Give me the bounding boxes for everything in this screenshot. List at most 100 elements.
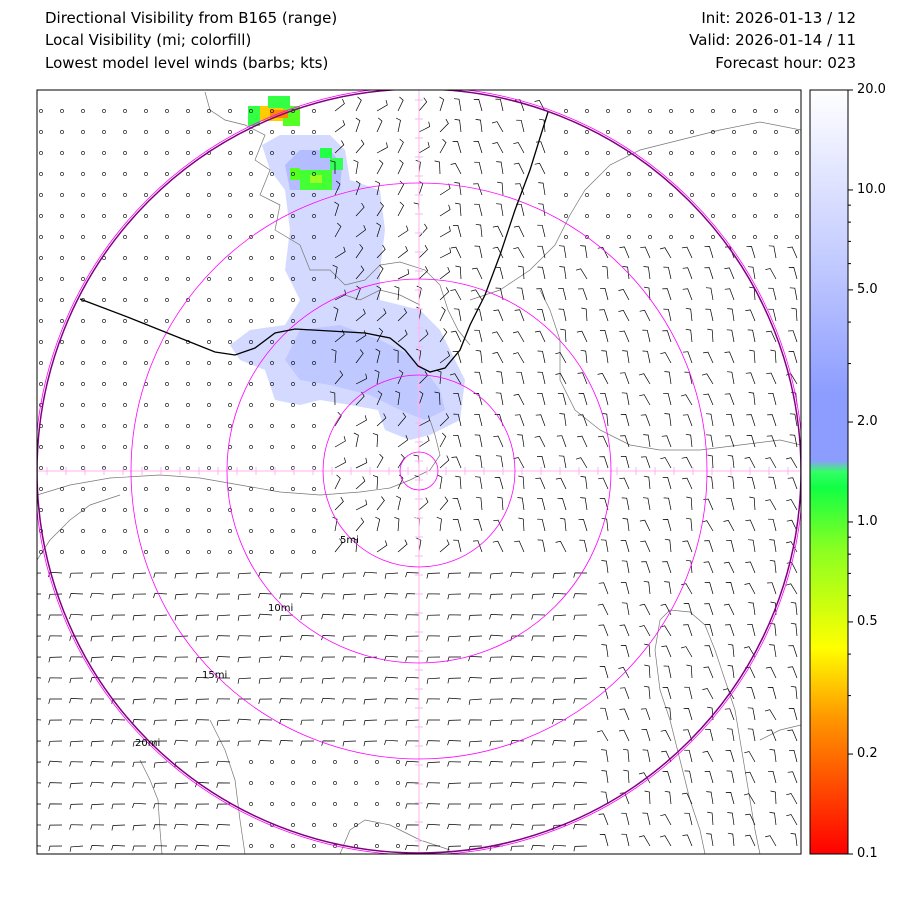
wind-barb: [174, 803, 189, 809]
wind-barb: [363, 719, 378, 726]
wind-barb: [473, 99, 483, 112]
calm-wind-marker: [270, 256, 274, 260]
wind-barb: [395, 390, 401, 406]
calm-wind-marker: [249, 382, 253, 386]
wind-barb: [321, 635, 336, 641]
wind-barb: [492, 540, 504, 553]
calm-wind-marker: [81, 256, 85, 260]
wind-barb: [489, 803, 504, 809]
calm-wind-marker: [312, 319, 316, 323]
wind-barb: [573, 824, 588, 830]
wind-barb: [132, 593, 147, 600]
wind-barb: [702, 750, 714, 763]
wind-barbs: [28, 96, 799, 872]
wind-barb: [534, 435, 546, 448]
wind-barb: [90, 635, 105, 642]
wind-barb: [727, 475, 735, 490]
wind-barb: [638, 373, 651, 385]
wind-barb: [599, 309, 609, 322]
calm-wind-marker: [249, 760, 253, 764]
wind-barb: [555, 372, 567, 385]
calm-wind-marker: [270, 319, 274, 323]
title-line-2: Local Visibility (mi; colorfill): [45, 31, 252, 49]
wind-barb: [28, 867, 41, 872]
wind-barb: [90, 572, 105, 579]
wind-barb: [48, 740, 63, 747]
wind-barb: [599, 456, 609, 469]
calm-wind-marker: [585, 214, 589, 218]
calm-wind-marker: [312, 130, 316, 134]
calm-wind-marker: [102, 361, 106, 365]
calm-wind-marker: [753, 214, 757, 218]
calm-wind-marker: [123, 130, 127, 134]
wind-barb: [725, 792, 735, 805]
wind-barb: [90, 824, 105, 830]
calm-wind-marker: [249, 487, 253, 491]
wind-barb: [342, 719, 357, 726]
wind-barb: [621, 392, 630, 406]
calm-wind-marker: [270, 508, 274, 512]
wind-barb: [153, 845, 168, 851]
wind-barb: [663, 392, 672, 406]
wind-barb: [701, 520, 714, 532]
wind-barb: [747, 707, 756, 721]
calm-wind-marker: [312, 298, 316, 302]
wind-barb: [620, 645, 630, 658]
wind-barb: [552, 782, 567, 788]
wind-barb: [237, 677, 252, 684]
wind-barb: [455, 265, 462, 280]
wind-barb: [745, 309, 756, 322]
wind-barb: [48, 656, 63, 663]
calm-wind-marker: [648, 214, 652, 218]
calm-wind-marker: [270, 172, 274, 176]
wind-barb: [575, 268, 588, 280]
wind-barb: [685, 517, 693, 532]
ring-10mi: [226, 278, 612, 664]
wind-barb: [489, 698, 504, 705]
calm-wind-marker: [249, 130, 253, 134]
wind-barb: [580, 497, 588, 511]
calm-wind-marker: [312, 844, 316, 848]
wind-barb: [703, 498, 714, 511]
wind-barb: [682, 729, 693, 742]
wind-barb: [707, 328, 714, 343]
wind-barb: [706, 476, 714, 490]
wind-barb: [489, 634, 504, 640]
wind-barb: [439, 138, 447, 154]
wind-barb: [573, 656, 588, 662]
calm-wind-marker: [102, 340, 106, 344]
wind-barb: [559, 413, 567, 427]
calm-wind-marker: [165, 340, 169, 344]
calm-wind-marker: [354, 760, 358, 764]
wind-barb: [767, 582, 777, 595]
wind-barb: [111, 614, 126, 620]
wind-barb: [321, 572, 336, 579]
wind-barb: [397, 268, 410, 280]
wind-barb: [622, 853, 624, 854]
calm-wind-marker: [228, 214, 232, 218]
wind-barb: [580, 349, 588, 364]
wind-barb: [660, 352, 672, 364]
wind-barb: [376, 201, 384, 217]
calm-wind-marker: [375, 865, 378, 868]
wind-barb: [376, 390, 383, 406]
wind-barb: [455, 202, 462, 217]
wind-barb: [353, 159, 359, 175]
wind-barb: [661, 435, 672, 448]
wind-barb: [470, 289, 483, 301]
wind-barb: [397, 245, 408, 259]
calm-wind-marker: [753, 109, 757, 113]
wind-barb: [426, 782, 441, 788]
wind-barb: [355, 117, 361, 133]
wind-barb: [766, 372, 777, 385]
wind-barb: [418, 435, 430, 448]
wind-barb: [405, 635, 420, 642]
wind-barb: [555, 540, 567, 553]
calm-wind-marker: [669, 151, 673, 155]
wind-barb: [660, 729, 672, 742]
wind-barb: [334, 474, 341, 490]
wind-barb: [355, 244, 364, 259]
wind-barb: [405, 782, 420, 788]
wind-barb: [468, 635, 483, 642]
wind-barb: [768, 287, 777, 301]
